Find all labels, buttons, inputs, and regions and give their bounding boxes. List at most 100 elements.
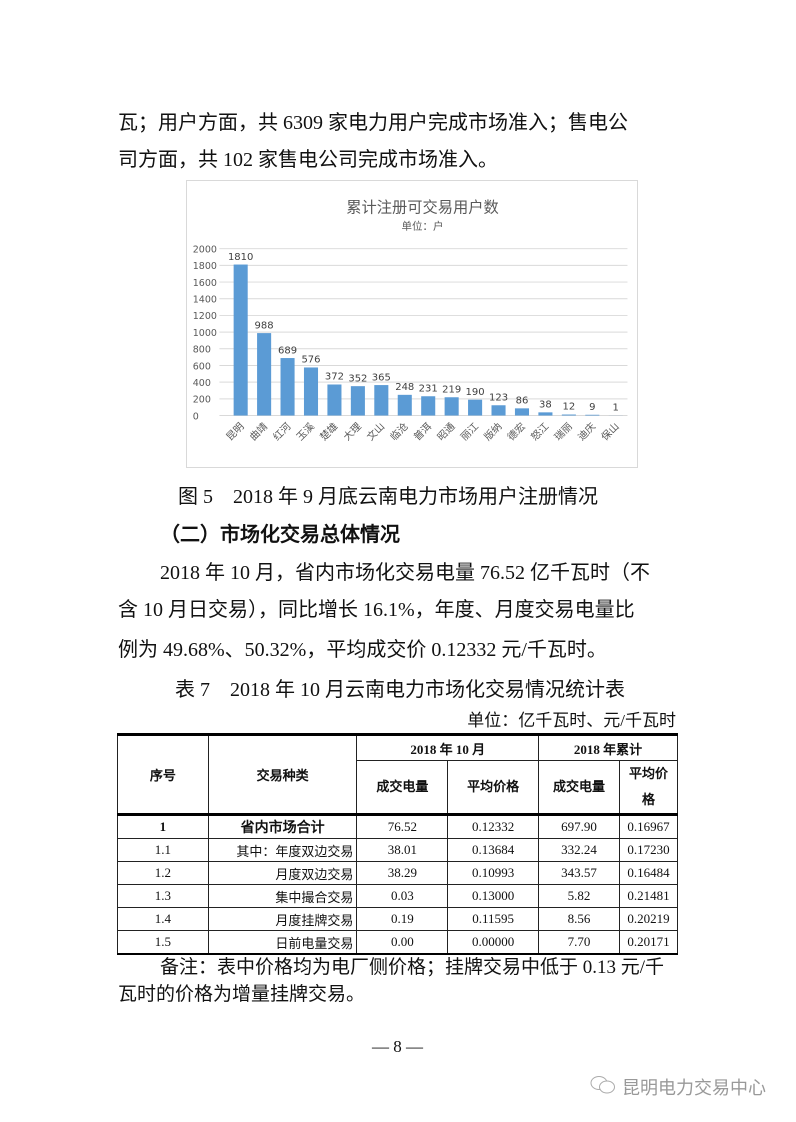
body-text-line: 含 10 月日交易），同比增长 16.1%，年度、月度交易电量比 xyxy=(118,599,635,621)
x-tick-label: 怒江 xyxy=(528,420,551,443)
bar xyxy=(538,412,553,416)
cell-m_price: 0.13684 xyxy=(447,838,540,862)
cell-y_vol: 8.56 xyxy=(538,907,620,931)
cell-y_price: 0.21481 xyxy=(618,884,679,908)
cell-m_vol: 0.19 xyxy=(356,907,449,931)
page-number: — 8 — xyxy=(372,1037,423,1056)
bar xyxy=(514,408,530,416)
y-tick-label: 0 xyxy=(193,411,199,422)
cell-y_price: 0.20219 xyxy=(618,907,679,931)
table-note: 瓦时的价格为增量挂牌交易。 xyxy=(118,984,366,1005)
bar xyxy=(585,414,600,416)
table-row: 1.5 日前电量交易 0.00 0.00000 7.70 0.20171 xyxy=(117,930,679,955)
table-row: 1.1 其中：年度双边交易 38.01 0.13684 332.24 0.17230 xyxy=(117,838,679,862)
data-label: 248 xyxy=(395,382,414,393)
cell-type: 省内市场合计 xyxy=(207,814,358,839)
body-text-line: 司方面，共 102 家售电公司完成市场准入。 xyxy=(118,149,498,171)
x-tick-label: 昆明 xyxy=(224,421,247,444)
data-label: 12 xyxy=(562,402,575,413)
header-year-group: 2018 年累计 xyxy=(538,733,678,761)
trading-stats-table: 序号 交易种类 2018 年 10 月 2018 年累计 成交电量 平均价格 成… xyxy=(117,733,679,955)
bar xyxy=(468,399,483,416)
watermark: 昆明电力交易中心 xyxy=(590,1074,766,1100)
bar xyxy=(233,264,248,416)
table-title: 表 7 2018 年 10 月云南电力市场化交易情况统计表 xyxy=(175,679,625,701)
cell-seq: 1.3 xyxy=(117,884,209,908)
cell-y_price: 0.16967 xyxy=(618,814,679,839)
bar xyxy=(491,405,506,416)
cell-m_price: 0.00000 xyxy=(447,930,540,955)
header-month-group: 2018 年 10 月 xyxy=(356,733,540,761)
y-tick-label: 800 xyxy=(193,345,211,356)
cell-m_price: 0.10993 xyxy=(447,861,540,885)
cell-m_price: 0.12332 xyxy=(447,814,540,839)
cell-type: 集中撮合交易 xyxy=(207,884,358,908)
y-tick-label: 1200 xyxy=(193,311,217,322)
header-month-price: 平均价格 xyxy=(447,760,540,816)
data-label: 86 xyxy=(516,396,529,407)
cell-type: 其中：年度双边交易 xyxy=(207,838,358,862)
table-row: 1.4 月度挂牌交易 0.19 0.11595 8.56 0.20219 xyxy=(117,907,679,931)
header-year-volume: 成交电量 xyxy=(538,760,620,816)
cell-seq: 1.4 xyxy=(117,907,209,931)
watermark-text: 昆明电力交易中心 xyxy=(622,1078,766,1099)
cell-m_vol: 38.29 xyxy=(356,861,449,885)
cell-m_vol: 0.00 xyxy=(356,930,449,955)
y-tick-label: 400 xyxy=(193,378,211,389)
header-seq: 序号 xyxy=(117,733,209,816)
x-tick-label: 楚雄 xyxy=(317,420,340,443)
bar xyxy=(280,358,295,416)
data-label: 9 xyxy=(589,402,595,413)
body-text-line: 瓦；用户方面，共 6309 家电力用户完成市场准入；售电公 xyxy=(118,112,628,134)
data-label: 372 xyxy=(325,372,344,383)
bar xyxy=(303,367,319,416)
data-label: 689 xyxy=(278,345,297,356)
x-tick-label: 瑞丽 xyxy=(552,421,575,444)
table-unit: 单位：亿千瓦时、元/千瓦时 xyxy=(467,711,676,730)
cell-y_vol: 5.82 xyxy=(538,884,620,908)
x-tick-label: 红河 xyxy=(270,420,293,443)
cell-y_vol: 332.24 xyxy=(538,838,620,862)
cell-y_vol: 343.57 xyxy=(538,861,620,885)
bar xyxy=(561,414,576,416)
x-tick-label: 临沧 xyxy=(387,420,410,443)
wechat-icon xyxy=(590,1075,616,1100)
y-tick-label: 2000 xyxy=(193,244,217,255)
cell-y_vol: 7.70 xyxy=(538,930,620,955)
data-label: 988 xyxy=(255,320,274,331)
data-label: 352 xyxy=(348,373,367,384)
y-tick-label: 1600 xyxy=(193,278,217,289)
bar xyxy=(397,394,412,416)
bar xyxy=(421,396,436,416)
cell-y_vol: 697.90 xyxy=(538,814,620,839)
data-label: 231 xyxy=(419,383,438,394)
header-month-volume: 成交电量 xyxy=(356,760,449,816)
x-tick-label: 保山 xyxy=(598,420,621,443)
cell-seq: 1 xyxy=(117,814,209,839)
table-row: 1.3 集中撮合交易 0.03 0.13000 5.82 0.21481 xyxy=(117,884,679,908)
data-label: 365 xyxy=(372,372,391,383)
cell-seq: 1.5 xyxy=(117,930,209,955)
header-year-price: 平均价格 xyxy=(618,760,679,816)
bar xyxy=(374,385,389,416)
cell-y_price: 0.17230 xyxy=(618,838,679,862)
cell-seq: 1.1 xyxy=(117,838,209,862)
cell-y_price: 0.20171 xyxy=(618,930,679,955)
table-row: 1.2 月度双边交易 38.29 0.10993 343.57 0.16484 xyxy=(117,861,679,885)
x-tick-label: 普洱 xyxy=(411,420,434,443)
y-tick-label: 1000 xyxy=(193,328,217,339)
table-note: 备注：表中价格均为电厂侧价格；挂牌交易中低于 0.13 元/千 xyxy=(160,957,665,978)
data-label: 576 xyxy=(301,355,320,366)
x-tick-label: 文山 xyxy=(364,420,387,443)
data-label: 1810 xyxy=(228,252,253,263)
cell-y_price: 0.16484 xyxy=(618,861,679,885)
data-label: 219 xyxy=(442,384,461,395)
cell-m_vol: 76.52 xyxy=(356,814,449,839)
cell-type: 月度挂牌交易 xyxy=(207,907,358,931)
x-tick-label: 德宏 xyxy=(505,420,528,443)
data-label: 190 xyxy=(466,387,485,398)
y-tick-label: 1800 xyxy=(193,261,217,272)
y-tick-label: 200 xyxy=(193,395,211,406)
cell-m_vol: 38.01 xyxy=(356,838,449,862)
x-tick-label: 大理 xyxy=(340,420,363,443)
